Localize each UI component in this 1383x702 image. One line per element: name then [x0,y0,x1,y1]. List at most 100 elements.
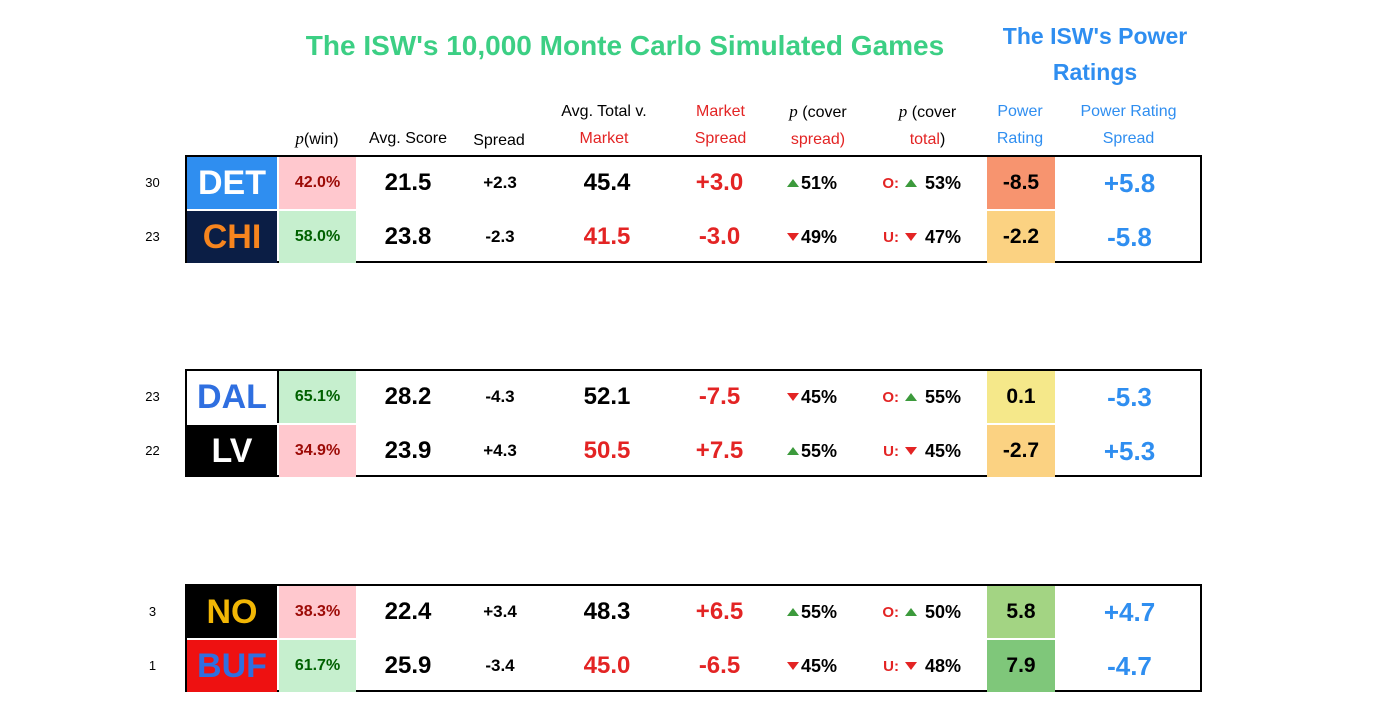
power-rating-spread: +5.3 [1103,435,1156,466]
avg-score: 23.9 [384,437,432,464]
cover-total-value: 53% [924,172,962,193]
triangle-down-icon [904,662,917,670]
cover-spread-value: 45% [800,655,838,676]
team-row: CHI 58.0% 23.8 -2.3 41.5 -3.0 49% U: 47% -2.2 -5.8 [187,211,1200,263]
spread: -2.3 [485,227,515,246]
header-cover-spread-line1: (cover [802,104,847,121]
header-cover-spread-line2: spread) [790,131,846,148]
header-power-spread-line1: Power Rating [1080,103,1177,120]
header-market-spread-line1: Market [696,103,745,120]
cover-spread-value: 55% [800,601,838,622]
cover-total-prob: 53% [899,157,967,209]
header-power-rating-spread: Power Rating Spread [1055,98,1202,152]
triangle-down-icon [786,662,799,670]
header-cover-total-p: p [898,102,908,121]
team-name: LV [187,425,277,477]
header-cover-spread: p (cover spread) [773,98,863,153]
team-rank: 23 [145,389,160,404]
avg-score: 28.2 [384,383,432,410]
market-spread: -7.5 [698,383,741,410]
team-name: NO [187,586,277,638]
game-block: DET 42.0% 21.5 +2.3 45.4 +3.0 51% O: 53% -8.5 +5.8… [185,155,1202,263]
cover-total-value: 50% [924,601,962,622]
header-pwin-rest: (win) [303,131,339,148]
triangle-up-icon [904,393,917,401]
triangle-up-icon [786,179,799,187]
header-market-spread-line2: Spread [694,130,747,147]
over-under-label: O: [882,603,899,621]
cover-total-value: 48% [924,655,962,676]
power-rating: -2.2 [987,211,1055,263]
cover-spread-prob: 55% [772,586,852,638]
team-name: BUF [187,640,277,692]
power-rating: -8.5 [987,157,1055,209]
market-spread: +7.5 [695,437,744,464]
win-probability: 61.7% [279,640,356,692]
header-cover-spread-p: p [789,102,798,121]
header-cover-total: p (cover total) [880,98,975,153]
market-spread: +3.0 [695,169,744,196]
cover-total-value: 45% [924,440,962,461]
team-row: BUF 61.7% 25.9 -3.4 45.0 -6.5 45% U: 48% 7.9 -4.7 [187,640,1200,692]
cover-spread-prob: 49% [772,211,852,263]
win-probability: 65.1% [279,371,356,423]
team-name: DAL [187,371,279,423]
power-rating-spread: -5.8 [1107,221,1152,252]
avg-total: 50.5 [583,437,631,464]
spread: +3.4 [483,602,517,621]
triangle-up-icon [904,179,917,187]
power-rating: 0.1 [987,371,1055,423]
cover-total-value: 47% [924,226,962,247]
avg-total: 52.1 [583,383,631,410]
cover-total-prob: 47% [899,211,967,263]
header-power-rating: Power Rating [985,98,1055,152]
header-power-rating-line1: Power [997,103,1043,120]
over-under-label: U: [883,228,899,246]
win-probability: 38.3% [279,586,356,638]
power-ratings-title-line1: The ISW's Power [1002,23,1188,49]
cover-spread-prob: 55% [772,425,852,477]
avg-score: 22.4 [384,598,432,625]
team-rank: 23 [145,229,160,244]
spread: +2.3 [483,173,517,192]
over-under-label: O: [882,174,899,192]
win-probability: 58.0% [279,211,356,263]
power-rating: 7.9 [987,640,1055,692]
team-rank: 22 [145,443,160,458]
header-power-spread-line2: Spread [1102,130,1155,147]
avg-total: 45.4 [583,169,631,196]
spread: +4.3 [483,441,517,460]
game-block: DAL 65.1% 28.2 -4.3 52.1 -7.5 45% O: 55% 0.1 -5.3 L… [185,369,1202,477]
power-rating-spread: -4.7 [1107,650,1152,681]
header-power-rating-line2: Rating [996,130,1044,147]
cover-total-prob: 55% [899,371,967,423]
win-probability: 34.9% [279,425,356,477]
header-avg-score: Avg. Score [369,130,447,147]
triangle-up-icon [786,447,799,455]
header-avg-total-line1: Avg. Total v. [561,103,647,120]
power-rating-spread: +4.7 [1103,596,1156,627]
page-title: The ISW's 10,000 Monte Carlo Simulated G… [305,30,945,61]
header-pwin-p: p [295,129,304,148]
avg-total: 41.5 [583,223,631,250]
team-row: DAL 65.1% 28.2 -4.3 52.1 -7.5 45% O: 55% 0.1 -5.3 [187,371,1200,423]
cover-spread-prob: 45% [772,371,852,423]
team-rank: 1 [148,658,157,673]
avg-score: 21.5 [384,169,432,196]
team-rank: 30 [145,175,160,190]
avg-total: 45.0 [583,652,631,679]
win-probability: 42.0% [279,157,356,209]
team-row: DET 42.0% 21.5 +2.3 45.4 +3.0 51% O: 53% -8.5 +5.8 [187,157,1200,209]
triangle-down-icon [786,393,799,401]
avg-score: 25.9 [384,652,432,679]
over-under-label: O: [882,388,899,406]
triangle-down-icon [904,447,917,455]
triangle-up-icon [904,608,917,616]
header-spread: Spread [473,132,525,149]
power-rating: -2.7 [987,425,1055,477]
header-cover-total-line2: total [909,131,940,148]
cover-spread-value: 55% [800,440,838,461]
header-cover-total-line1: (cover [911,104,957,121]
spread: -3.4 [485,656,515,675]
team-name: CHI [187,211,277,263]
